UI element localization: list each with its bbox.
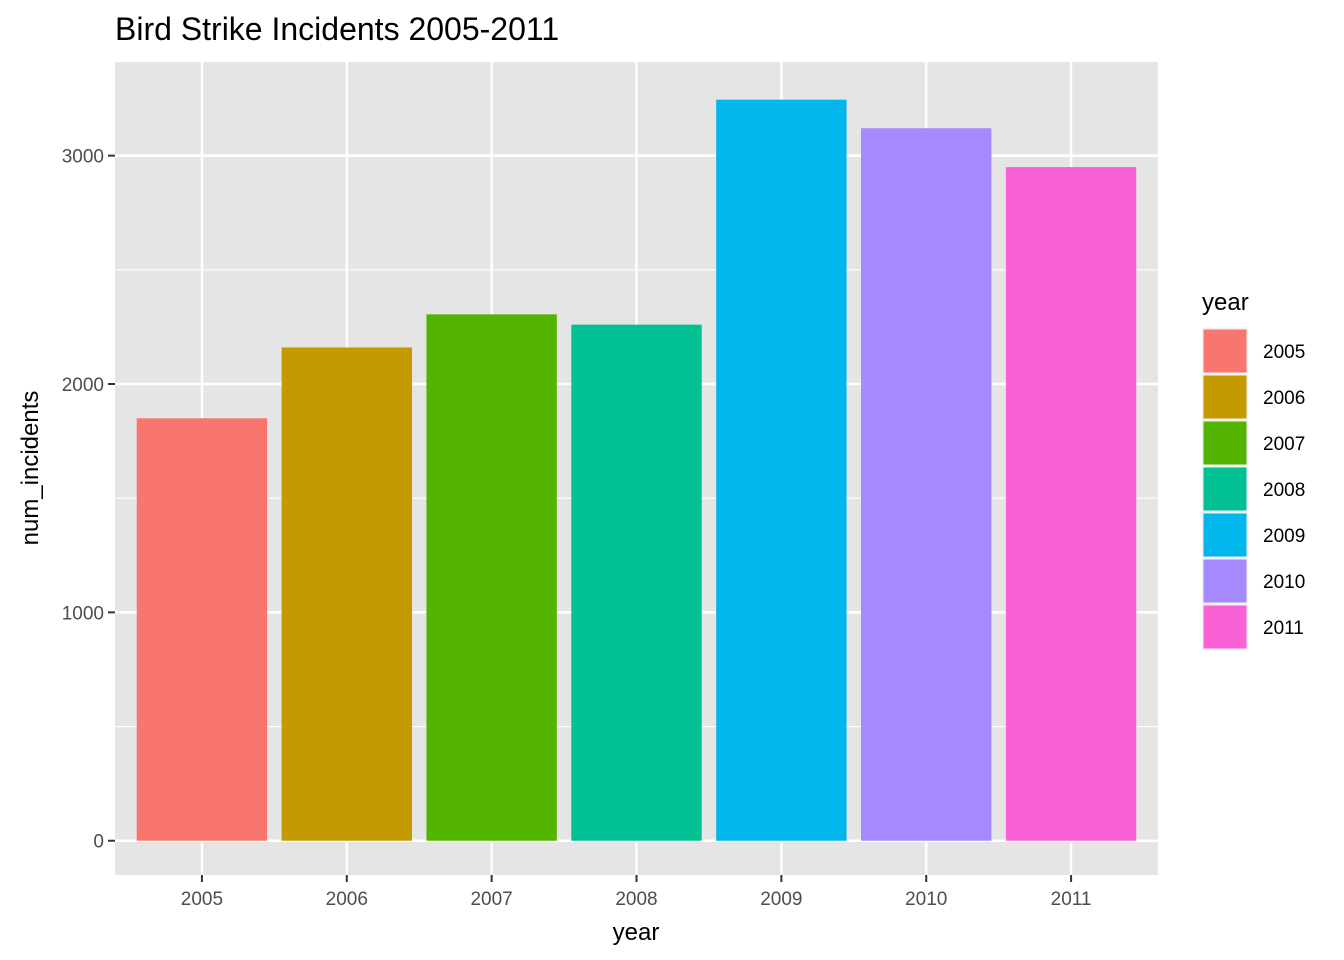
legend-key-2005 — [1203, 329, 1247, 373]
legend-label-2006: 2006 — [1263, 388, 1305, 409]
bar-2009 — [716, 99, 847, 841]
x-tick-label: 2006 — [326, 889, 368, 910]
x-tick-label: 2005 — [181, 889, 223, 910]
legend-key-2010 — [1203, 559, 1247, 603]
bar-2007 — [426, 314, 557, 841]
legend-key-2011 — [1203, 605, 1247, 649]
legend-key-2007 — [1203, 421, 1247, 465]
legend-label-2010: 2010 — [1263, 572, 1305, 593]
chart-title: Bird Strike Incidents 2005-2011 — [115, 11, 559, 47]
x-tick-label: 2008 — [615, 889, 657, 910]
bar-2011 — [1005, 167, 1137, 841]
legend-label-2009: 2009 — [1263, 526, 1305, 547]
bar-2008 — [571, 324, 702, 841]
bar-2005 — [136, 418, 268, 841]
bar-2006 — [281, 347, 412, 841]
y-tick-label: 3000 — [62, 147, 104, 168]
y-axis-title: num_incidents — [17, 391, 44, 546]
x-axis: 2005 2006 2007 2008 2009 2010 2011 — [181, 875, 1092, 910]
y-tick-label: 0 — [93, 832, 104, 853]
y-tick-label: 2000 — [62, 375, 104, 396]
legend-key-2006 — [1203, 375, 1247, 419]
bars-group — [136, 99, 1137, 841]
x-tick-label: 2009 — [760, 889, 802, 910]
legend-label-2005: 2005 — [1263, 342, 1305, 363]
legend-key-2009 — [1203, 513, 1247, 557]
legend-label-2011: 2011 — [1263, 618, 1304, 639]
legend-label-2007: 2007 — [1263, 434, 1305, 455]
bar-2010 — [861, 128, 992, 841]
y-axis: 0 1000 2000 3000 — [62, 147, 115, 853]
legend: year 2005 2006 2007 2008 2009 2010 2011 — [1202, 289, 1305, 650]
legend-title: year — [1202, 289, 1249, 316]
x-tick-label: 2010 — [905, 889, 947, 910]
legend-key-2008 — [1203, 467, 1247, 511]
x-axis-title: year — [613, 919, 660, 946]
legend-label-2008: 2008 — [1263, 480, 1305, 501]
x-tick-label: 2011 — [1051, 889, 1092, 910]
y-tick-label: 1000 — [62, 603, 104, 624]
x-tick-label: 2007 — [470, 889, 512, 910]
